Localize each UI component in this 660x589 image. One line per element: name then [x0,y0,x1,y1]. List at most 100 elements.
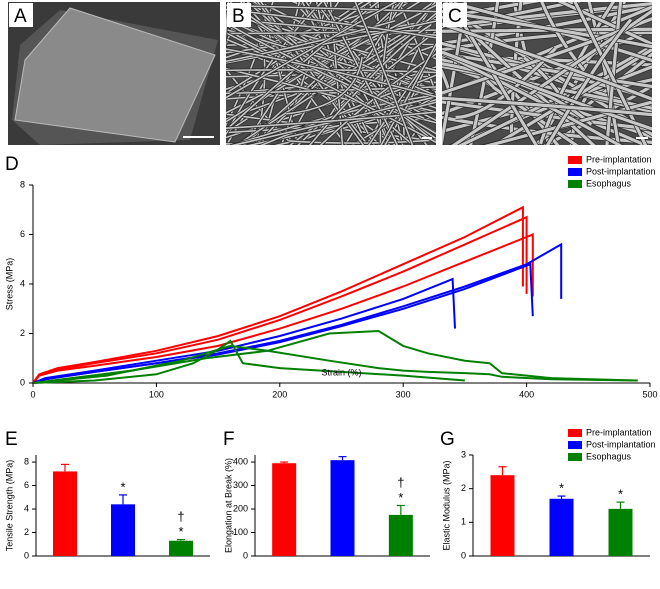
label-box [9,3,33,27]
fiber [226,48,436,98]
legend-swatch [568,168,582,176]
panel-label: E [5,429,18,450]
fiber [289,30,436,145]
y-tick-label: 400 [233,456,248,466]
legend-swatch [568,156,582,164]
bar [490,475,515,556]
error-bar [396,504,405,515]
significance-marker: * [559,481,564,496]
label-box [443,3,467,27]
y-axis-label: Tensile Strength (MPa) [4,460,14,552]
panel-label: G [440,429,455,450]
significance-marker: * [178,524,183,539]
fiber [442,96,652,117]
fiber [397,2,436,96]
fiber [226,2,420,123]
fiber [442,22,652,101]
fiber [226,17,436,36]
fiber [246,101,436,145]
y-tick-label: 300 [233,480,248,490]
stress-strain-curve [32,339,465,384]
legend-label: Post-implantation [586,439,656,449]
fiber [305,2,390,145]
fiber [226,2,380,132]
legend-label: Esophagus [586,451,632,461]
panel-label: F [223,429,235,450]
y-tick-label: 200 [233,503,248,513]
x-tick-label: 0 [30,389,35,399]
y-tick-label: 0 [461,550,466,560]
fiber [286,56,363,115]
panel-label: A [14,6,27,27]
y-axis-label: Elongation at Break (%) [223,458,233,553]
fibers [226,2,436,145]
legend-label: Pre-implantation [586,427,652,437]
x-axis-label: Strain (%) [321,367,361,377]
bar [608,508,633,556]
fiber [319,53,436,145]
legend-swatch [568,180,582,188]
legend-label: Pre-implantation [586,154,652,164]
y-tick-label: 8 [20,179,25,189]
fiber [442,2,652,28]
fiber [239,2,348,145]
fiber [235,15,436,145]
fiber [280,2,329,145]
y-tick-label: 6 [24,480,29,490]
bar [169,540,193,556]
y-tick-label: 0 [20,377,25,387]
fiber [442,3,652,137]
significance-marker: * [618,487,623,502]
y-tick-label: 4 [24,503,29,513]
fiber [329,2,344,145]
stress-strain-curve [32,242,563,384]
panel-label: C [448,6,462,27]
fiber [442,51,623,145]
y-tick-label: 2 [461,483,466,493]
sem-scaffold [14,7,216,143]
x-tick-label: 100 [149,389,164,399]
fiber [545,18,633,145]
x-tick-label: 300 [396,389,411,399]
bar [272,463,297,556]
y-tick-label: 2 [20,328,25,338]
fiber [226,74,436,95]
stress-strain-curve [32,344,638,384]
fiber [442,62,593,126]
fiber [226,31,436,144]
fiber [442,64,652,110]
y-tick-label: 3 [461,449,466,459]
y-tick-label: 6 [20,229,25,239]
fiber [442,2,540,20]
legend-label: Post-implantation [586,166,656,176]
x-tick-label: 200 [272,389,287,399]
fiber [246,2,415,145]
fiber [451,9,652,145]
y-axis-label: Stress (MPa) [4,258,14,311]
error-bar [119,494,127,505]
fiber [226,2,398,99]
fiber [442,3,596,145]
y-tick-label: 4 [20,278,25,288]
fiber [274,98,436,145]
y-tick-label: 1 [461,517,466,527]
y-tick-label: 8 [24,456,29,466]
fiber [243,2,340,145]
fiber [226,111,436,130]
fiber [442,17,652,95]
fiber [354,2,414,145]
legend-swatch [568,441,582,449]
error-bar [280,461,289,464]
significance-marker: * [398,490,403,505]
fiber [226,88,436,100]
significance-dagger: † [177,509,184,524]
error-bar [177,538,185,541]
error-bar [498,466,507,476]
fiber [253,2,436,145]
fiber [257,2,436,93]
error-bar [616,501,625,509]
fiber [442,27,652,33]
error-bar [61,463,69,472]
fiber [351,95,436,145]
fiber [557,2,652,46]
